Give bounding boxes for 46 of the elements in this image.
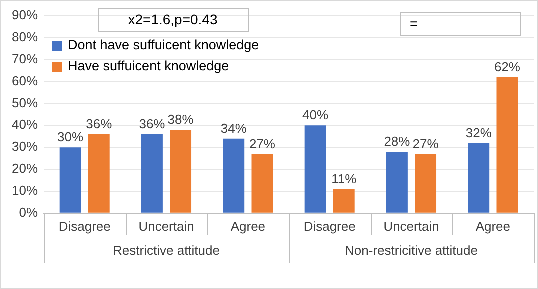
data-label: 40% xyxy=(302,108,329,123)
data-label: 11% xyxy=(332,171,358,186)
x-tick-label: Uncertain xyxy=(138,218,194,234)
bar xyxy=(333,189,355,213)
bar xyxy=(60,148,82,213)
y-tick-label: 40% xyxy=(12,117,38,132)
bar xyxy=(304,126,326,213)
legend-label: Have suffuicent knowledge xyxy=(68,58,230,74)
data-label: 34% xyxy=(220,120,248,136)
y-tick-label: 0% xyxy=(19,204,38,220)
x-tick-label: Agree xyxy=(476,218,511,234)
text: Restrictive attitude xyxy=(113,242,220,258)
bar xyxy=(496,77,518,213)
bar xyxy=(386,152,408,213)
data-label: 36% xyxy=(139,116,166,132)
bar xyxy=(170,130,192,213)
x-tick-label: Disagree xyxy=(58,218,111,234)
data-label: 28% xyxy=(384,134,411,150)
y-tick-label: 50% xyxy=(12,95,38,110)
x-tick-label: Uncertain xyxy=(384,218,440,234)
data-label: 27% xyxy=(249,136,276,152)
data-label: 62% xyxy=(494,59,521,74)
y-tick-label: 20% xyxy=(12,161,38,176)
data-label: 36% xyxy=(86,116,113,132)
data-label: 38% xyxy=(168,112,194,128)
bar xyxy=(223,138,245,213)
y-tick-label: 10% xyxy=(12,183,38,198)
bar xyxy=(88,134,110,213)
annotation: x2=1.6,p=0.43 xyxy=(128,11,218,28)
bar xyxy=(142,134,163,213)
x-tick-label: Agree xyxy=(230,218,266,234)
data-label: 32% xyxy=(466,125,492,140)
annotation: = xyxy=(410,15,418,32)
y-tick-label: 80% xyxy=(12,30,38,45)
bar xyxy=(415,154,437,213)
text: Non-restricitive attitude xyxy=(345,242,478,258)
y-tick-label: 70% xyxy=(12,51,38,66)
legend-label: Dont have suffuicent knowledge xyxy=(68,38,260,53)
y-tick-label: 30% xyxy=(12,139,38,154)
bar xyxy=(468,143,490,213)
data-label: 27% xyxy=(412,136,440,152)
y-tick-label: 60% xyxy=(12,73,38,88)
bar xyxy=(252,154,274,213)
data-label: 30% xyxy=(58,130,84,145)
y-tick-label: 90% xyxy=(12,8,38,23)
x-tick-label: Disagree xyxy=(304,218,356,234)
